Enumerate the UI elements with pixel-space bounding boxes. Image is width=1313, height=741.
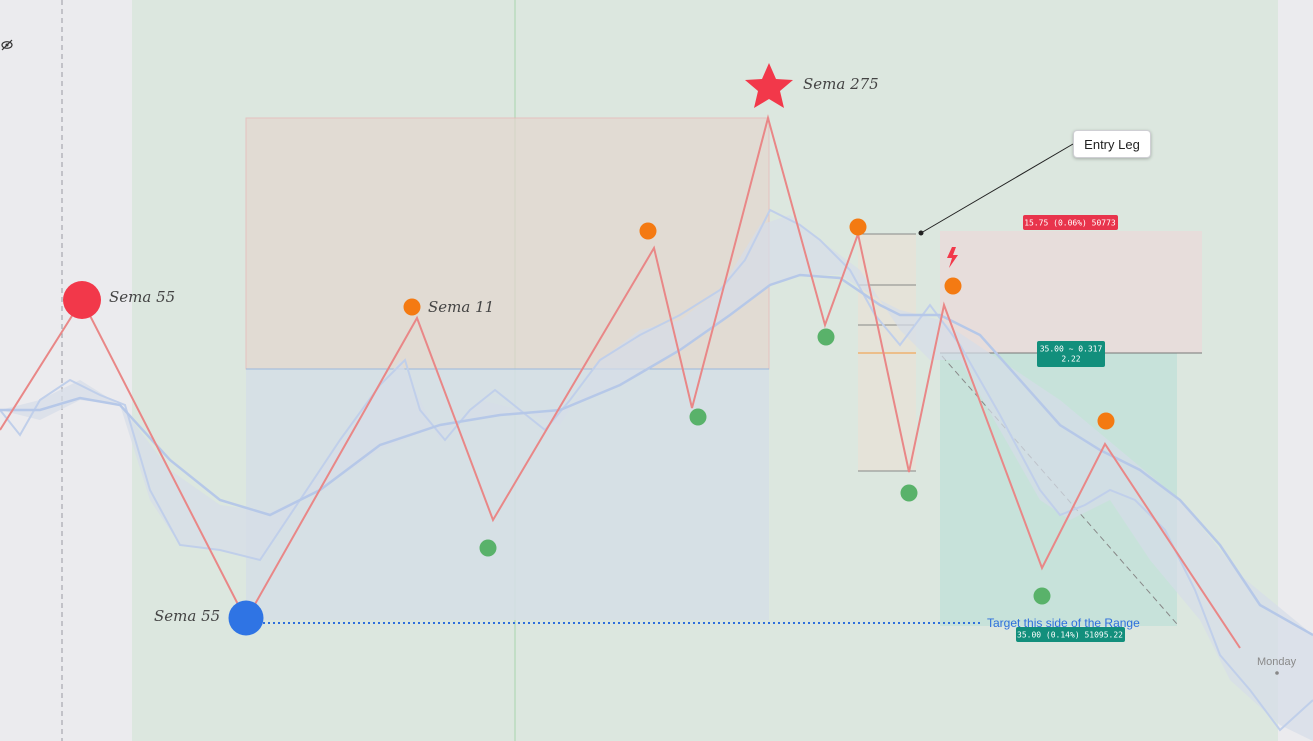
ma-band-fill bbox=[0, 215, 1313, 741]
swing-high-point-2[interactable] bbox=[639, 222, 657, 240]
major-high-marker[interactable] bbox=[63, 281, 101, 319]
major-low-marker[interactable] bbox=[228, 600, 264, 636]
swing-low-point-6[interactable] bbox=[479, 539, 497, 557]
day-label: Monday bbox=[1257, 656, 1297, 668]
ma-fast-line bbox=[0, 208, 1313, 732]
star-icon[interactable] bbox=[745, 63, 793, 108]
sema-11-label: Sema 11 bbox=[428, 298, 494, 316]
ma-slow-line bbox=[0, 273, 1313, 637]
swing-low-point-10[interactable] bbox=[1033, 587, 1051, 605]
stop-zone[interactable] bbox=[940, 231, 1202, 353]
swing-high-point-5[interactable] bbox=[1097, 412, 1115, 430]
swing-high-point-3[interactable] bbox=[849, 218, 867, 236]
swing-high-point-1[interactable] bbox=[403, 298, 421, 316]
swing-points bbox=[403, 218, 1115, 605]
sema-55-low-label: Sema 55 bbox=[154, 607, 220, 625]
sema-55-high-label: Sema 55 bbox=[109, 288, 175, 306]
swing-low-point-7[interactable] bbox=[689, 408, 707, 426]
stop-badge-text: 15.75 (0.06%) 50773 bbox=[1024, 219, 1116, 228]
entry-badge-line-1: 35.00 ~ 0.317 bbox=[1040, 345, 1103, 354]
lightning-icon bbox=[947, 247, 958, 268]
target-label: Target this side of the Range bbox=[987, 616, 1140, 630]
zigzag-line bbox=[0, 114, 1241, 649]
target-badge bbox=[1016, 627, 1125, 642]
swing-low-point-9[interactable] bbox=[900, 484, 918, 502]
callout-pointer bbox=[920, 143, 1074, 234]
swing-low-point-8[interactable] bbox=[817, 328, 835, 346]
entry-badge bbox=[1037, 341, 1105, 367]
eye-off-icon[interactable] bbox=[0, 38, 14, 52]
swing-high-point-4[interactable] bbox=[944, 277, 962, 295]
target-badge-text: 35.00 (0.14%) 51095.22 bbox=[1017, 631, 1123, 640]
callout-anchor bbox=[918, 230, 924, 236]
day-marker-dot bbox=[1275, 671, 1279, 675]
sema-275-label: Sema 275 bbox=[803, 75, 879, 93]
stop-badge bbox=[1023, 215, 1118, 230]
entry-leg-callout[interactable]: Entry Leg bbox=[1073, 130, 1151, 158]
entry-badge-line-2: 2.22 bbox=[1061, 355, 1080, 364]
